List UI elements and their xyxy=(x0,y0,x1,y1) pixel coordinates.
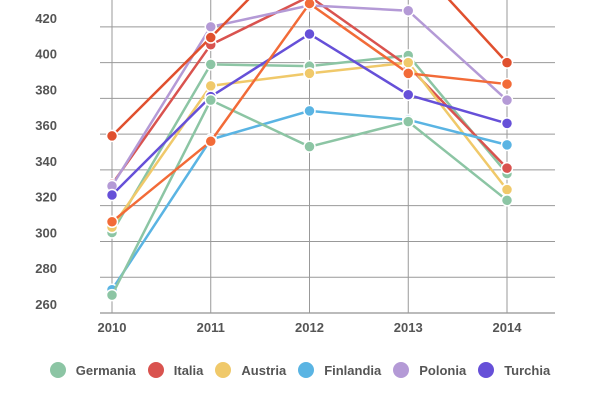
data-point[interactable] xyxy=(500,77,514,91)
data-point[interactable] xyxy=(204,20,217,34)
x-tick-label: 2011 xyxy=(197,320,225,335)
data-point[interactable] xyxy=(500,138,514,152)
data-point[interactable] xyxy=(402,4,415,17)
legend-item-germania[interactable]: Germania xyxy=(49,362,136,378)
legend-label: Turchia xyxy=(504,362,551,378)
data-point[interactable] xyxy=(500,194,514,207)
series-lines xyxy=(105,0,514,302)
legend-item-finlandia[interactable]: Finlandia xyxy=(298,362,381,378)
legend-swatch xyxy=(393,362,410,378)
y-tick-label: 340 xyxy=(35,154,57,169)
legend-label: Austria xyxy=(241,362,287,378)
data-point[interactable] xyxy=(402,67,415,80)
data-point[interactable] xyxy=(402,115,415,128)
y-tick-label: 280 xyxy=(35,261,57,276)
series-unlabeled-8 xyxy=(105,0,514,229)
data-point[interactable] xyxy=(204,93,217,107)
data-point[interactable] xyxy=(500,56,514,69)
data-point[interactable] xyxy=(402,88,415,102)
data-point[interactable] xyxy=(105,129,119,143)
y-tick-label: 400 xyxy=(35,47,57,62)
data-point[interactable] xyxy=(500,183,514,196)
series-line xyxy=(110,0,508,185)
x-tick-label: 2012 xyxy=(295,320,324,335)
data-point[interactable] xyxy=(105,188,119,202)
x-axis-ticks: 2010 2011 2012 2013 2014 xyxy=(98,320,523,335)
data-point[interactable] xyxy=(303,67,316,80)
legend: Germania Italia Austria Finlandia Polonia Tur… xyxy=(0,362,600,378)
data-point[interactable] xyxy=(303,27,316,41)
legend-label: Finlandia xyxy=(324,362,382,378)
data-point[interactable] xyxy=(204,31,217,44)
data-point[interactable] xyxy=(204,135,217,148)
legend-swatch xyxy=(49,362,66,378)
data-point[interactable] xyxy=(204,79,217,93)
y-tick-label: 360 xyxy=(35,118,57,133)
data-point[interactable] xyxy=(105,215,119,229)
data-point[interactable] xyxy=(303,0,316,10)
legend-label: Polonia xyxy=(419,362,467,378)
data-point[interactable] xyxy=(303,104,316,118)
series-unlabeled-7 xyxy=(105,0,514,143)
y-tick-label: 320 xyxy=(35,190,57,205)
y-tick-label: 300 xyxy=(35,225,57,240)
grid xyxy=(100,0,555,314)
legend-swatch xyxy=(298,362,315,378)
y-tick-label: 380 xyxy=(35,82,57,97)
legend-swatch xyxy=(215,362,232,378)
legend-item-italia[interactable]: Italia xyxy=(147,362,204,378)
legend-item-turchia[interactable]: Turchia xyxy=(478,362,550,378)
x-tick-label: 2014 xyxy=(493,320,523,335)
legend-swatch xyxy=(147,362,164,378)
series-unlabeled-6 xyxy=(105,93,514,302)
data-point[interactable] xyxy=(402,56,415,69)
data-point[interactable] xyxy=(500,93,514,107)
data-point[interactable] xyxy=(204,58,217,71)
legend-item-austria[interactable]: Austria xyxy=(215,362,286,378)
y-tick-label: 420 xyxy=(35,11,57,26)
x-tick-label: 2013 xyxy=(394,320,423,335)
series-line xyxy=(111,0,508,137)
data-point[interactable] xyxy=(303,140,316,153)
y-tick-label: 260 xyxy=(35,297,57,312)
x-tick-label: 2010 xyxy=(98,320,127,335)
data-point[interactable] xyxy=(105,288,119,302)
legend-label: Italia xyxy=(173,362,204,378)
legend-item-polonia[interactable]: Polonia xyxy=(393,362,466,378)
y-axis-ticks: 260 280 300 320 340 360 380 400 420 xyxy=(35,11,57,312)
legend-swatch xyxy=(478,362,495,378)
data-point[interactable] xyxy=(500,161,514,175)
legend-label: Germania xyxy=(75,362,136,378)
data-point[interactable] xyxy=(500,117,514,130)
